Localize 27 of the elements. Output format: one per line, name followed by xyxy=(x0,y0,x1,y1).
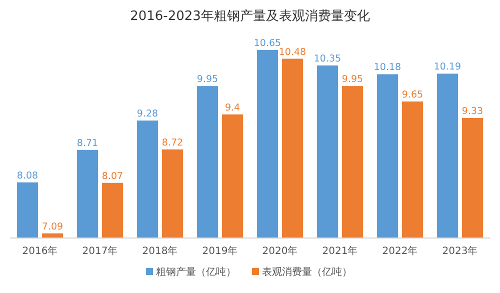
data-label: 9.33 xyxy=(462,106,484,117)
data-label: 10.48 xyxy=(278,46,306,58)
data-label: 7.09 xyxy=(42,221,64,232)
data-label: 8.71 xyxy=(76,138,98,149)
x-tick-label: 2022年 xyxy=(382,245,418,257)
x-tick-label: 2021年 xyxy=(322,245,358,257)
data-label: 10.18 xyxy=(374,62,402,74)
x-tick-label: 2023年 xyxy=(442,245,478,257)
data-label: 10.35 xyxy=(314,53,342,64)
data-label: 8.72 xyxy=(162,137,184,148)
data-label: 10.65 xyxy=(254,38,282,49)
data-label: 9.65 xyxy=(402,90,424,101)
x-tick-label: 2019年 xyxy=(202,245,238,257)
legend-label: 表观消费量（亿吨） xyxy=(262,266,352,278)
data-label: 10.19 xyxy=(434,62,462,73)
data-label: 8.07 xyxy=(102,170,124,182)
x-tick-label: 2020年 xyxy=(262,245,298,257)
data-label: 9.4 xyxy=(224,102,240,114)
legend-label: 粗钢产量（亿吨） xyxy=(156,266,236,278)
data-label: 9.95 xyxy=(196,74,218,86)
data-label: 9.28 xyxy=(136,108,158,120)
data-label: 9.95 xyxy=(342,74,364,86)
x-tick-label: 2017年 xyxy=(82,245,118,257)
chart-title: 2016-2023年粗钢产量及表观消费量变化 xyxy=(130,9,370,24)
x-tick-label: 2018年 xyxy=(142,245,178,257)
x-tick-label: 2016年 xyxy=(22,245,58,257)
data-label: 8.08 xyxy=(16,170,38,182)
